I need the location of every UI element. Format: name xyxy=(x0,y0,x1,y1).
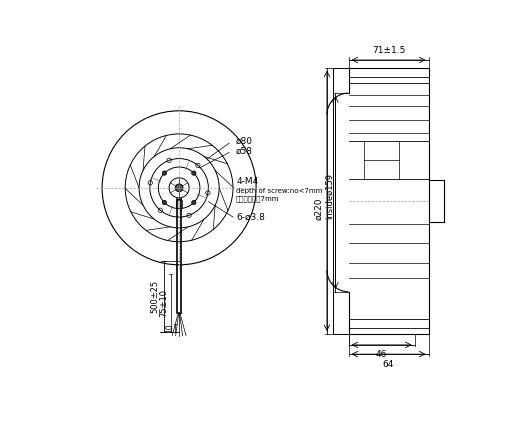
Text: 4-M4: 4-M4 xyxy=(236,177,259,186)
Text: 75±10: 75±10 xyxy=(159,289,168,317)
Text: ø220: ø220 xyxy=(314,198,323,220)
Circle shape xyxy=(162,201,167,205)
Text: 46: 46 xyxy=(376,350,387,359)
Text: 领充深度最大7mm: 领充深度最大7mm xyxy=(236,195,280,202)
Text: ø58: ø58 xyxy=(236,147,253,156)
Text: 10: 10 xyxy=(165,323,174,333)
Text: 6-ø3.8: 6-ø3.8 xyxy=(236,213,265,222)
Circle shape xyxy=(175,184,183,192)
Text: insideø159: insideø159 xyxy=(325,173,334,219)
Circle shape xyxy=(192,171,196,175)
Text: 64: 64 xyxy=(383,360,394,368)
Text: 71±1.5: 71±1.5 xyxy=(372,47,405,55)
Circle shape xyxy=(162,171,167,175)
Text: ø80: ø80 xyxy=(236,137,253,146)
Circle shape xyxy=(192,201,196,205)
Bar xyxy=(176,200,182,208)
Text: depth of screw:no<7mm: depth of screw:no<7mm xyxy=(236,188,322,194)
Text: 500±25: 500±25 xyxy=(151,280,160,313)
